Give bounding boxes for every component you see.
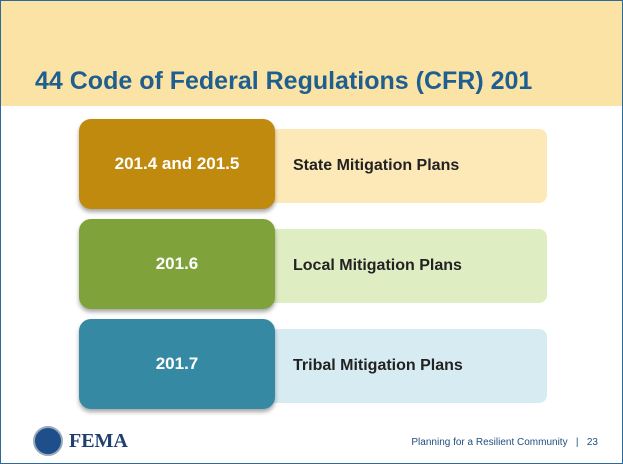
item-label: Local Mitigation Plans xyxy=(293,257,462,274)
banner xyxy=(1,1,622,106)
slide-title: 44 Code of Federal Regulations (CFR) 201 xyxy=(35,67,533,95)
logo: FEMA xyxy=(33,426,128,456)
seal xyxy=(33,426,63,456)
item-code: 201.6 xyxy=(79,219,275,309)
footer-text: Planning for a Resilient Community xyxy=(411,437,568,448)
item-row: 201.6 Local Mitigation Plans xyxy=(79,219,547,309)
item-row: 201.7 Tribal Mitigation Plans xyxy=(79,319,547,409)
item-row: 201.4 and 201.5 State Mitigation Plans xyxy=(79,119,547,209)
item-code: 201.7 xyxy=(79,319,275,409)
footer: Planning for a Resilient Community | 23 xyxy=(411,437,598,448)
item-label: State Mitigation Plans xyxy=(293,157,460,174)
page-number: 23 xyxy=(586,437,598,448)
item-code: 201.4 and 201.5 xyxy=(79,119,275,209)
separator: | xyxy=(575,437,579,448)
item-label: Tribal Mitigation Plans xyxy=(293,357,463,374)
logo-text: FEMA xyxy=(69,429,128,452)
